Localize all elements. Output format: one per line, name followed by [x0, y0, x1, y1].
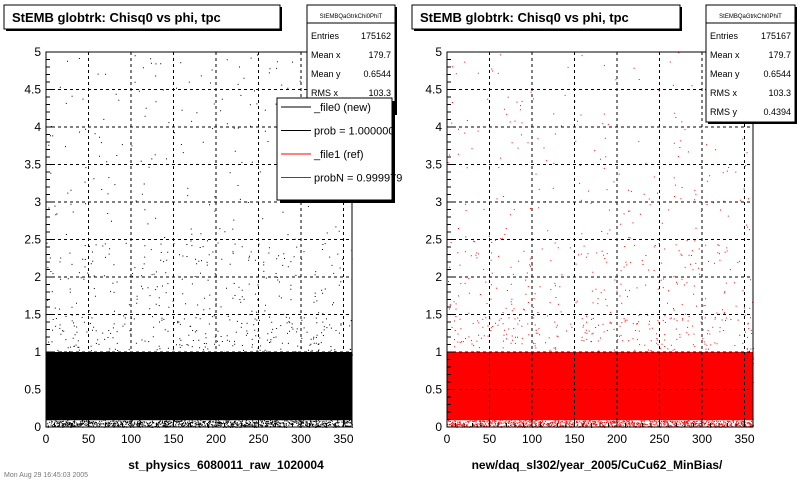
- y-tick-label: 1.5: [24, 308, 41, 322]
- stats-label: Mean x: [710, 50, 740, 60]
- y-tick-label: 4.5: [425, 83, 442, 97]
- x-tick-label: 50: [82, 432, 96, 446]
- stats-value: 179.7: [768, 50, 791, 60]
- x-tick-label: 100: [121, 432, 141, 446]
- stats-box: [705, 4, 796, 123]
- y-tick-label: 5: [34, 45, 41, 59]
- stats-value: 103.3: [768, 88, 791, 98]
- y-tick-label: 2.5: [425, 233, 442, 247]
- y-tick-label: 4: [435, 120, 442, 134]
- title-box: [411, 4, 681, 30]
- y-tick-label: 1: [435, 345, 442, 359]
- y-tick-label: 0: [435, 420, 442, 434]
- stats-label: Mean y: [311, 69, 341, 79]
- y-tick-label: 3.5: [425, 158, 442, 172]
- chart-title: StEMB globtrk: Chisq0 vs phi, tpc: [420, 10, 629, 25]
- x-tick-label: 200: [206, 432, 226, 446]
- y-tick-label: 5: [435, 45, 442, 59]
- x-tick-label: 350: [333, 432, 353, 446]
- stats-label: RMS y: [710, 107, 738, 117]
- chart-panel-0: 0 50 100 150 200 250 300 350 0 0.5 1 1.5 2 2.5 3 3.5 4 4.…: [3, 4, 402, 472]
- y-tick-label: 0.5: [425, 383, 442, 397]
- stats-label: Mean x: [311, 50, 341, 60]
- x-tick-label: 150: [163, 432, 183, 446]
- x-tick-label: 50: [483, 432, 497, 446]
- x-tick-label: 300: [692, 432, 712, 446]
- x-axis-label: new/daq_sl302/year_2005/CuCu62_MinBias/: [472, 458, 723, 472]
- legend-label: prob = 1.000000: [314, 126, 394, 138]
- y-tick-label: 0.5: [24, 383, 41, 397]
- y-tick-label: 1: [34, 345, 41, 359]
- stats-value: 0.6544: [363, 69, 391, 79]
- legend-box: [276, 97, 393, 201]
- x-tick-label: 0: [444, 432, 451, 446]
- x-tick-label: 200: [607, 432, 627, 446]
- stats-value: 175167: [761, 31, 791, 41]
- stats-label: RMS x: [710, 88, 738, 98]
- y-tick-label: 3.5: [24, 158, 41, 172]
- stats-value: 0.6544: [763, 69, 791, 79]
- legend-entries: _file0 (new) prob = 1.000000 _file1 (ref) p…: [281, 102, 402, 185]
- title-box: [3, 4, 281, 30]
- stats-value: 175162: [361, 31, 391, 41]
- x-tick-label: 0: [43, 432, 50, 446]
- x-tick-label: 300: [291, 432, 311, 446]
- y-tick-label: 0: [34, 420, 41, 434]
- x-axis-label: st_physics_6080011_raw_1020004: [128, 458, 324, 472]
- stats-name: StEMBQaGtrkChi0PhiT: [320, 14, 383, 20]
- y-tick-label: 4: [34, 120, 41, 134]
- legend-label: _file0 (new): [313, 102, 371, 114]
- x-tick-label: 350: [734, 432, 754, 446]
- stats-value: 179.7: [368, 50, 391, 60]
- stats-label: Mean y: [710, 69, 740, 79]
- y-tick-label: 3: [34, 195, 41, 209]
- dense-band-1: [447, 352, 753, 421]
- stats-value: 0.4394: [763, 107, 791, 117]
- y-tick-label: 3: [435, 195, 442, 209]
- x-tick-label: 150: [564, 432, 584, 446]
- footer-timestamp: Mon Aug 29 16:45:03 2005: [4, 472, 88, 479]
- stats-label: Entries: [311, 31, 340, 41]
- y-tick-label: 1.5: [425, 308, 442, 322]
- chart-title: StEMB globtrk: Chisq0 vs phi, tpc: [12, 10, 221, 25]
- y-tick-label: 2.5: [24, 233, 41, 247]
- stats-name: StEMBQaGtrkChi0PhiT: [719, 14, 782, 20]
- x-tick-label: 100: [522, 432, 542, 446]
- legend-label: probN = 0.999979: [314, 173, 402, 185]
- y-tick-label: 2: [34, 270, 41, 284]
- x-tick-label: 250: [649, 432, 669, 446]
- x-tick-label: 250: [248, 432, 268, 446]
- stats-label: Entries: [710, 31, 739, 41]
- y-tick-label: 2: [435, 270, 442, 284]
- stats-value: 103.3: [368, 88, 391, 98]
- stats-label: RMS x: [311, 88, 339, 98]
- y-tick-label: 4.5: [24, 83, 41, 97]
- legend-label: _file1 (ref): [313, 149, 364, 161]
- chart-panel-1: 0 50 100 150 200 250 300 350 0 0.5 1 1.5 2 2.5 3 3.5 4 4.…: [411, 4, 797, 472]
